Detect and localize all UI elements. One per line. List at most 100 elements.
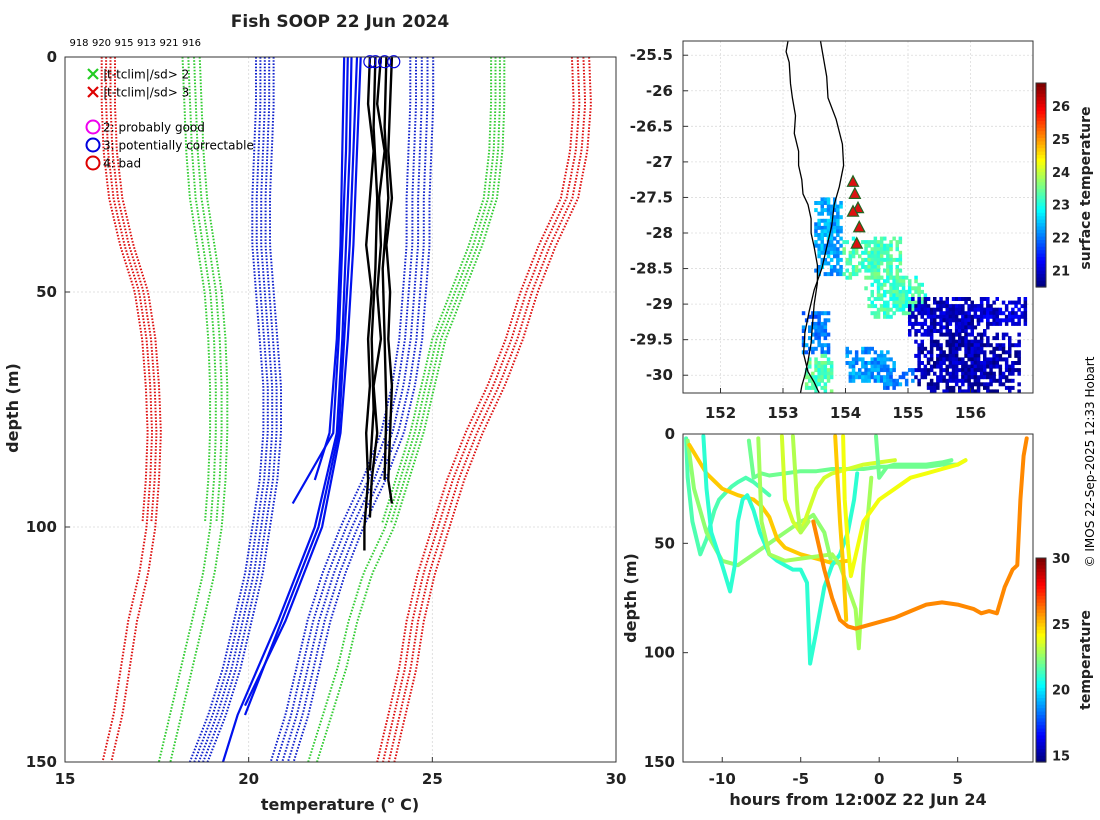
sst-cell bbox=[954, 297, 959, 301]
sst-cell bbox=[820, 201, 824, 205]
sst-cell bbox=[864, 257, 868, 262]
sst-cell bbox=[929, 382, 934, 387]
sst-cell bbox=[961, 371, 965, 376]
sst-cell bbox=[873, 357, 878, 362]
sst-cell bbox=[958, 304, 962, 309]
sst-cell bbox=[926, 314, 931, 319]
sst-cell bbox=[895, 257, 899, 262]
sst-cell bbox=[1011, 364, 1015, 369]
sst-cell bbox=[983, 307, 987, 312]
sst-cell bbox=[976, 318, 981, 323]
sst-cell bbox=[817, 343, 821, 348]
profile-y-tick-label: 0 bbox=[47, 48, 57, 66]
sst-cell bbox=[858, 368, 862, 373]
drop-id-label: 913 bbox=[137, 38, 156, 49]
sst-cell bbox=[883, 314, 887, 319]
map-y-tick-label: -28 bbox=[646, 224, 673, 242]
sst-cell bbox=[979, 368, 984, 373]
sst-cell bbox=[961, 343, 965, 348]
sst-cell bbox=[851, 378, 856, 383]
sst-cell bbox=[861, 240, 865, 245]
sst-cell bbox=[823, 371, 828, 376]
sst-cell bbox=[936, 343, 940, 348]
sst-cell bbox=[886, 304, 890, 309]
sst-cell bbox=[886, 300, 890, 305]
sst-cell bbox=[995, 361, 999, 365]
map-y-tick-label: -29.5 bbox=[630, 331, 673, 349]
sst-cell bbox=[914, 286, 918, 291]
sst-cell bbox=[883, 304, 887, 309]
sst-cell bbox=[876, 311, 881, 316]
sst-cell bbox=[923, 300, 928, 305]
sst-cell bbox=[1004, 375, 1009, 380]
sst-cell bbox=[876, 282, 881, 287]
sst-cell bbox=[967, 378, 971, 383]
sst-cell bbox=[817, 311, 821, 316]
map-colorbar-segment bbox=[1036, 191, 1046, 196]
sst-cell bbox=[1008, 311, 1012, 316]
sst-cell bbox=[929, 325, 934, 330]
sst-cell bbox=[879, 307, 884, 312]
clim-2sd-high-line bbox=[316, 57, 506, 763]
sst-cell bbox=[936, 304, 940, 309]
sst-cell bbox=[998, 311, 1003, 316]
sst-cell bbox=[964, 350, 968, 355]
sst-cell bbox=[948, 378, 953, 383]
sst-cell bbox=[870, 275, 874, 280]
sst-cell bbox=[961, 339, 965, 344]
sst-cell bbox=[851, 236, 856, 241]
mean-profile-line bbox=[221, 56, 353, 763]
sst-cell bbox=[858, 254, 862, 259]
sst-cell bbox=[898, 268, 903, 273]
sst-cell bbox=[889, 293, 893, 298]
timedepth-colorbar-segment bbox=[1036, 598, 1046, 603]
sst-cell bbox=[917, 282, 921, 287]
sst-cell bbox=[823, 229, 828, 234]
sst-cell bbox=[814, 336, 818, 341]
sst-cell bbox=[833, 225, 837, 230]
sst-cell bbox=[886, 272, 890, 277]
sst-cell bbox=[970, 339, 974, 344]
map-y-tick-label: -25.5 bbox=[630, 46, 673, 64]
sst-cell bbox=[1017, 300, 1021, 305]
sst-cell bbox=[904, 289, 909, 294]
sst-cell bbox=[951, 364, 956, 369]
timedepth-colorbar-label: temperature bbox=[1078, 610, 1094, 710]
map-panel: 152 153 154 155 156-25.5-26-26.5-27-27.5-28-… bbox=[630, 40, 1094, 422]
sst-cell bbox=[1001, 371, 1006, 376]
sst-cell bbox=[970, 343, 974, 348]
sst-cell bbox=[986, 325, 990, 330]
sst-cell bbox=[920, 371, 924, 376]
sst-cell bbox=[976, 389, 981, 394]
sst-cell bbox=[933, 314, 937, 319]
sst-cell bbox=[826, 254, 831, 259]
sst-cell bbox=[829, 364, 834, 369]
sst-cell bbox=[1017, 307, 1021, 312]
sst-cell bbox=[983, 361, 987, 365]
sst-cell bbox=[998, 375, 1003, 380]
sst-cell bbox=[898, 275, 903, 280]
sst-cell bbox=[892, 236, 896, 241]
sst-cell bbox=[820, 218, 824, 223]
sst-cell bbox=[986, 304, 990, 309]
sst-cell bbox=[823, 325, 828, 330]
sst-cell bbox=[939, 375, 943, 380]
time-depth-track bbox=[685, 438, 835, 568]
clim-1sd-low-line bbox=[197, 57, 274, 763]
timedepth-y-tick-label: 0 bbox=[665, 425, 675, 443]
sst-cell bbox=[954, 346, 959, 351]
sst-cell bbox=[995, 321, 999, 326]
sst-cell bbox=[1008, 346, 1012, 351]
sst-cell bbox=[958, 389, 962, 394]
sst-cell bbox=[1008, 339, 1012, 344]
sst-cell bbox=[973, 378, 978, 383]
sst-cell bbox=[967, 343, 971, 348]
sst-cell bbox=[948, 332, 953, 337]
sst-cell bbox=[833, 250, 837, 255]
sst-cell bbox=[954, 382, 959, 387]
sst-cell bbox=[892, 364, 896, 369]
sst-cell bbox=[889, 282, 893, 287]
sst-cell bbox=[826, 211, 831, 216]
sst-cell bbox=[989, 368, 993, 373]
